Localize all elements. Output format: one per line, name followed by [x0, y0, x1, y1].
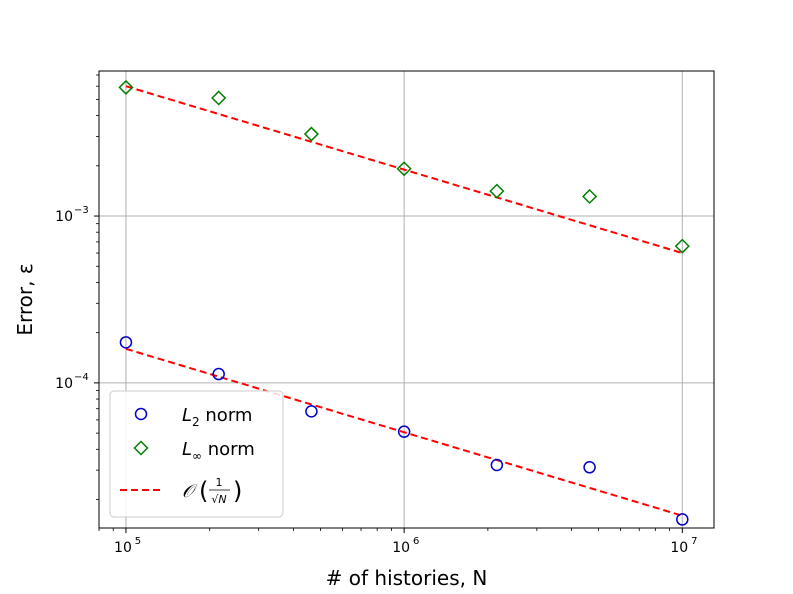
plot-frame	[98, 70, 715, 529]
x-tick-label: 10	[670, 540, 688, 556]
y-tick-label: 10	[55, 209, 73, 225]
linf-point	[674, 238, 690, 254]
l2-point	[490, 458, 504, 472]
x-tick-exponent: 5	[135, 536, 141, 547]
y-axis-label: Error, ε	[13, 263, 37, 335]
plot-series	[118, 79, 690, 526]
y-tick-exponent: −3	[74, 205, 89, 216]
legend-ref-paren-left: (	[199, 477, 208, 505]
l2-point	[583, 461, 596, 474]
l2-point	[212, 367, 225, 381]
y-tick-exponent: −4	[74, 372, 89, 383]
l2-point	[305, 405, 318, 418]
reference-line	[125, 347, 683, 517]
x-tick-label: 10	[392, 540, 410, 556]
legend-box	[109, 390, 284, 518]
linf-point	[118, 79, 134, 95]
legend-ref-numerator: 1	[216, 476, 223, 489]
legend-linf-label: L∞ norm	[182, 439, 255, 463]
l2-point	[119, 336, 133, 349]
axis-ticks: 10 5 10 6 10 710 −410 −3	[55, 74, 697, 556]
legend-ref-paren-right: )	[233, 477, 242, 505]
legend-linf-marker	[133, 440, 149, 456]
x-tick-exponent: 7	[691, 536, 697, 547]
linf-point	[582, 188, 598, 205]
linf-point	[489, 183, 505, 199]
linf-point	[303, 126, 319, 142]
linf-point	[211, 90, 227, 106]
linf-point	[396, 161, 412, 177]
l2-point	[676, 513, 689, 526]
l2-point	[397, 425, 411, 438]
y-tick-label: 10	[55, 376, 73, 392]
x-tick-label: 10	[114, 540, 132, 556]
reference-line	[125, 85, 683, 255]
x-tick-exponent: 6	[413, 536, 419, 547]
x-axis-label: # of histories, N	[326, 566, 488, 590]
legend-l2-marker	[134, 407, 148, 421]
legend-ref-denominator: √N	[211, 493, 226, 506]
legend-l2-label: L2 norm	[182, 405, 252, 429]
